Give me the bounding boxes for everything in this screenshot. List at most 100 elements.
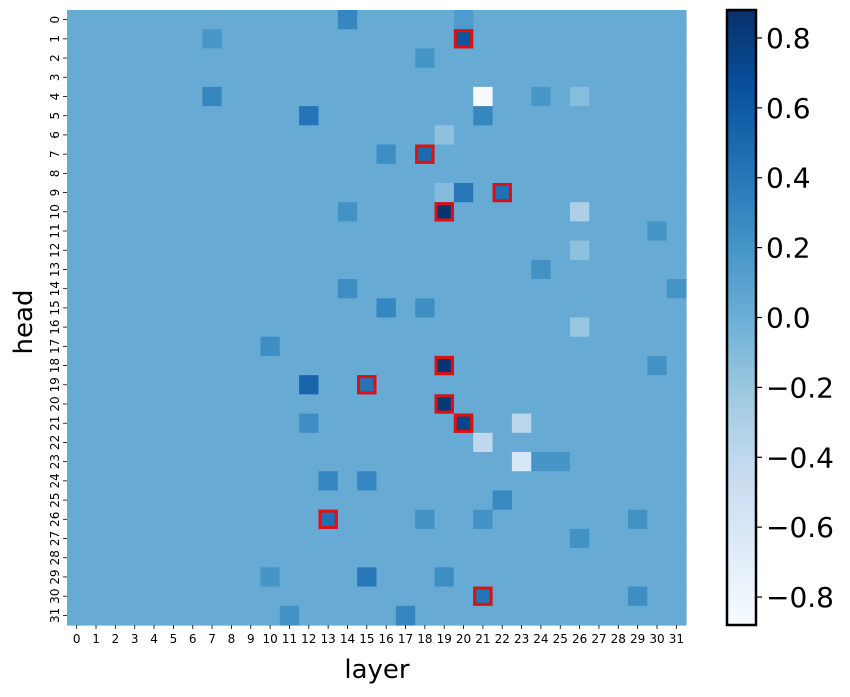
heatmap-cell [125, 163, 145, 184]
heatmap-cell [299, 394, 320, 415]
heatmap-cell [241, 279, 262, 299]
heatmap-cell [241, 221, 262, 242]
heatmap-cell [589, 67, 610, 88]
heatmap-cell [125, 182, 145, 203]
heatmap-cell [202, 202, 223, 223]
heatmap-cell [395, 202, 416, 223]
heatmap-cell [86, 259, 107, 280]
heatmap-cell [202, 528, 223, 549]
heatmap-cell [531, 48, 552, 69]
heatmap-cell [86, 336, 107, 357]
heatmap-cell [550, 29, 571, 50]
heatmap-cell [608, 336, 629, 357]
heatmap-cell [183, 471, 204, 492]
x-tick-label: 21 [475, 632, 490, 646]
heatmap-cell [511, 298, 532, 319]
heatmap-cell [163, 355, 184, 376]
heatmap-cell [86, 221, 107, 242]
y-tick-label: 3 [48, 73, 62, 81]
heatmap-cell [260, 355, 281, 376]
heatmap-cell [589, 336, 610, 357]
heatmap-cell [105, 298, 126, 319]
heatmap-cell [105, 336, 126, 357]
heatmap-cell [67, 144, 87, 165]
heatmap-cell [163, 317, 184, 338]
heatmap-cell [221, 125, 242, 146]
heatmap-cell [357, 490, 378, 511]
heatmap-cell [453, 528, 474, 549]
heatmap-cell [434, 125, 455, 146]
heatmap-cell [589, 375, 610, 395]
heatmap-cell [357, 394, 378, 415]
heatmap-cell [279, 10, 300, 30]
heatmap-cell [589, 317, 610, 338]
heatmap-cell [666, 240, 687, 261]
heatmap-cell [279, 586, 300, 607]
heatmap-cell [473, 144, 494, 165]
heatmap-cell [434, 48, 455, 69]
heatmap-cell [627, 355, 648, 376]
heatmap-cell [125, 471, 145, 492]
heatmap-cell [550, 413, 571, 434]
heatmap-cell [376, 509, 397, 530]
heatmap-cell [453, 567, 474, 588]
heatmap-cell [395, 86, 416, 107]
heatmap-cell [608, 259, 629, 280]
heatmap-cell [163, 106, 184, 126]
heatmap-cell [337, 298, 358, 319]
heatmap-cell [163, 202, 184, 223]
heatmap-cell [608, 432, 629, 453]
heatmap-cell [376, 86, 397, 107]
heatmap-cell [492, 375, 513, 395]
heatmap-cell [376, 240, 397, 261]
heatmap-cell [550, 355, 571, 376]
heatmap-cell [144, 125, 165, 146]
heatmap-cell [473, 452, 494, 472]
heatmap-cell [647, 29, 668, 50]
heatmap-cell [337, 317, 358, 338]
highlight-boxes [318, 29, 512, 606]
heatmap-cell [434, 586, 455, 607]
heatmap-cell [376, 29, 397, 50]
heatmap-cell [86, 567, 107, 588]
heatmap-cell [511, 605, 532, 626]
heatmap-cell [550, 528, 571, 549]
heatmap-cell [260, 298, 281, 319]
heatmap-cell [395, 259, 416, 280]
heatmap-cell [105, 182, 126, 203]
x-tick-label: 20 [456, 632, 471, 646]
heatmap-cell [67, 317, 87, 338]
heatmap-cell [569, 298, 590, 319]
heatmap-cell [105, 202, 126, 223]
heatmap-cell [647, 452, 668, 472]
colorbar-tick-label: −0.2 [766, 371, 834, 404]
heatmap-cell [86, 375, 107, 395]
heatmap-cell [569, 202, 590, 223]
heatmap-cell [492, 182, 513, 203]
heatmap-cell [434, 567, 455, 588]
heatmap-cell [337, 86, 358, 107]
heatmap-cell [666, 509, 687, 530]
heatmap-cell [531, 106, 552, 126]
x-tick-label: 28 [611, 632, 626, 646]
heatmap-cell [318, 413, 339, 434]
heatmap-cell [221, 86, 242, 107]
heatmap-cell [415, 567, 436, 588]
heatmap-cell [608, 106, 629, 126]
heatmap-cell [125, 29, 145, 50]
y-tick-label: 19 [48, 377, 62, 392]
heatmap-cell [260, 586, 281, 607]
heatmap-cell [376, 125, 397, 146]
heatmap-cell [357, 221, 378, 242]
heatmap-cell [415, 586, 436, 607]
heatmap-cell [318, 452, 339, 472]
heatmap-cell [453, 182, 474, 203]
heatmap-cell [492, 106, 513, 126]
heatmap-cell [125, 605, 145, 626]
y-tick-label: 8 [48, 170, 62, 178]
heatmap-cell [105, 394, 126, 415]
heatmap-cell [67, 452, 87, 472]
y-tick-label: 24 [48, 473, 62, 488]
heatmap-cell [318, 317, 339, 338]
heatmap-cell [279, 375, 300, 395]
